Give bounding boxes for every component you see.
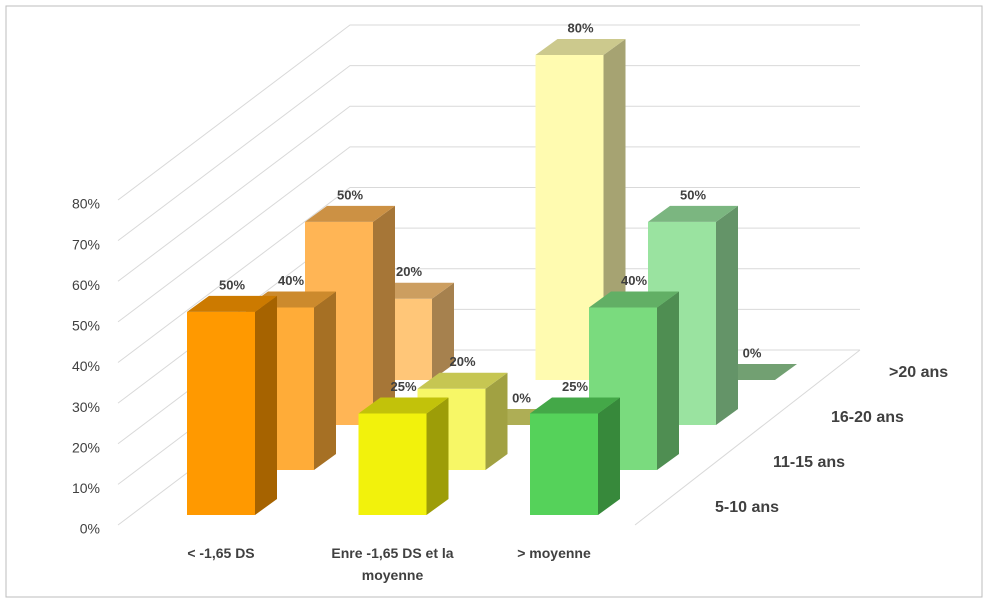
grid-line (117, 105, 860, 282)
grid-line (117, 187, 860, 363)
y-tick-label: 80% (72, 196, 100, 212)
bar-side (657, 291, 679, 470)
y-tick-label: 20% (72, 439, 100, 455)
data-label: 0% (743, 345, 762, 360)
bar-top (589, 291, 679, 308)
data-label: 25% (390, 379, 416, 394)
y-tick-label: 70% (72, 236, 100, 252)
x-tick-label: < -1,65 DS (187, 545, 255, 561)
data-label: 25% (562, 379, 588, 394)
floor (634, 349, 861, 526)
bar-side (716, 205, 738, 425)
series-label: >20 ans (889, 364, 948, 381)
x-tick-label: > moyenne (517, 545, 591, 561)
data-label: 0% (512, 390, 531, 405)
bar-side (598, 397, 620, 515)
data-label: 20% (396, 264, 422, 279)
grid-line (117, 146, 860, 323)
bar-side (485, 372, 508, 470)
bar-front (187, 311, 255, 515)
bar-top (648, 205, 738, 222)
grid-line (117, 65, 860, 242)
y-tick-label: 10% (72, 480, 100, 496)
chart-border (5, 5, 983, 598)
series-label: 11-15 ans (773, 454, 845, 471)
data-label: 20% (449, 354, 475, 369)
bar-top (417, 372, 508, 389)
data-label: 40% (621, 273, 647, 288)
bar-front (530, 413, 598, 515)
bar-top (530, 397, 620, 414)
bar-top (305, 205, 395, 222)
bar-front (358, 413, 427, 515)
bar-side (373, 205, 395, 425)
bar-side (432, 282, 454, 380)
series-label: 16-20 ans (831, 409, 904, 426)
y-tick-label: 0% (80, 521, 100, 537)
data-label: 50% (337, 187, 363, 202)
bar (530, 397, 620, 515)
y-tick-label: 40% (72, 358, 100, 374)
grid-line (117, 24, 860, 201)
bar-top (358, 397, 449, 414)
data-label: 50% (219, 277, 245, 292)
y-tick-label: 30% (72, 399, 100, 415)
data-label: 80% (567, 20, 593, 35)
bar (187, 295, 277, 515)
bar (358, 397, 449, 515)
bar-side (426, 397, 449, 515)
data-label: 40% (278, 273, 304, 288)
bar-side (255, 295, 277, 515)
y-tick-label: 60% (72, 277, 100, 293)
bar-side (314, 291, 336, 470)
x-tick-label: Enre -1,65 DS et la moyenne (331, 545, 454, 583)
bar-top (535, 39, 626, 55)
data-label: 50% (680, 187, 706, 202)
bar-top (187, 295, 277, 312)
series-label: 5-10 ans (715, 499, 779, 516)
y-tick-label: 50% (72, 318, 100, 334)
